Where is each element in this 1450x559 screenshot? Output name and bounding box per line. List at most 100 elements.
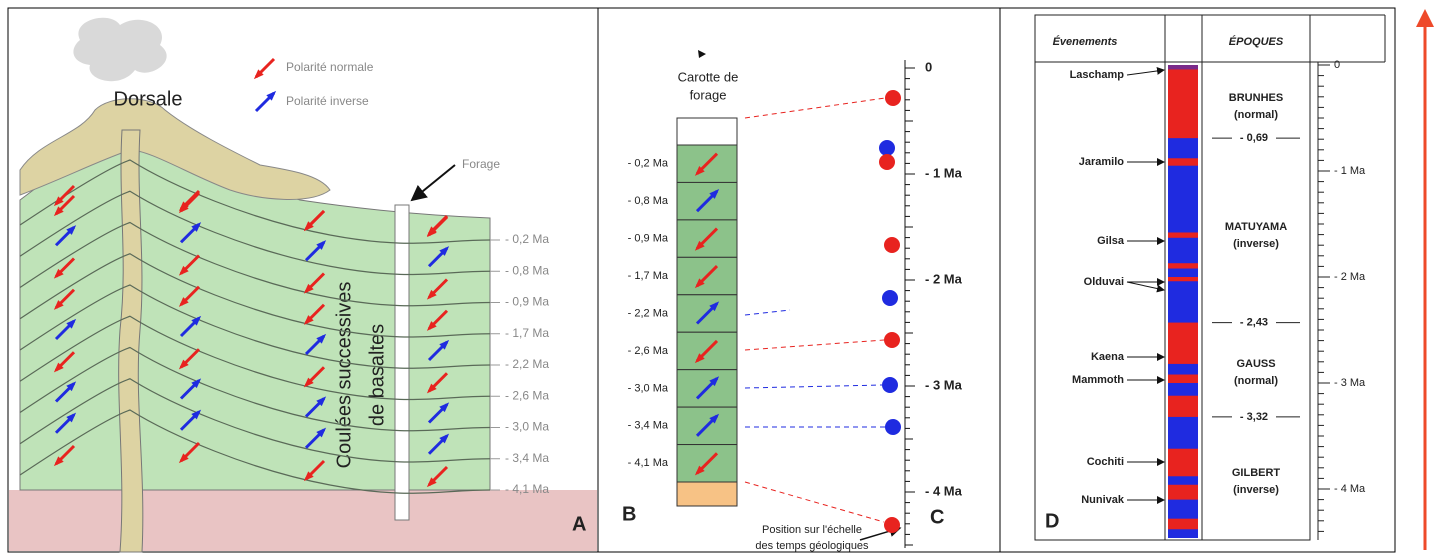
normal-band (1168, 448, 1198, 477)
layer-label: - 2,6 Ma (505, 388, 549, 402)
arrow-head (439, 433, 450, 444)
link-line (744, 97, 886, 119)
layer-label: - 0,8 Ma (505, 263, 549, 277)
arrow-head (709, 376, 720, 387)
arrow-head (66, 381, 77, 392)
column-header: Évenements (1053, 35, 1118, 48)
arrow-head (426, 289, 437, 300)
arrow-head (178, 265, 189, 276)
normal-band (1168, 277, 1198, 282)
layer-line (19, 253, 491, 338)
arrow-head (694, 353, 705, 364)
forage-label: Forage (462, 157, 500, 171)
sample-dot (885, 419, 901, 435)
layer-line (19, 221, 491, 307)
event-label: Mammoth (1072, 374, 1124, 386)
arrow-head (266, 90, 277, 101)
cell-label: - 0,9 Ma (628, 233, 669, 245)
normal-band (1168, 374, 1198, 383)
legend-normal: Polarité normale (286, 60, 374, 74)
arrow-head (426, 477, 437, 488)
sample-dot (882, 377, 898, 393)
cell-label: - 2,6 Ma (628, 345, 669, 357)
event-arrow (1126, 281, 1165, 293)
arrow-head (53, 456, 64, 467)
arrow-head (178, 453, 189, 464)
layer-label: - 1,7 Ma (505, 326, 549, 340)
layer-label: - 2,2 Ma (505, 357, 549, 371)
normal-band (1168, 322, 1198, 364)
scale-label: 0 (925, 59, 932, 74)
arrow-head (253, 69, 264, 80)
epoch-label: (normal) (1234, 109, 1278, 121)
arrow-head (316, 240, 327, 250)
cell-label: - 0,8 Ma (628, 195, 669, 207)
arrow-head (191, 378, 202, 389)
arrow-head (303, 315, 314, 325)
smoke (73, 17, 167, 82)
normal-band (1168, 232, 1198, 238)
arrow-head (316, 427, 327, 438)
arrow-head (191, 409, 202, 420)
caption-line: de basaltes (366, 324, 388, 426)
arrow-head (53, 196, 64, 207)
epoch-label: GAUSS (1236, 358, 1275, 370)
feeder (118, 129, 144, 553)
scale-label: - 3 Ma (925, 377, 963, 392)
arrow-head (439, 246, 450, 256)
arrow-head (303, 283, 314, 294)
arrow-head (439, 402, 450, 413)
cell-label: - 3,0 Ma (628, 382, 669, 394)
epoch-label: (normal) (1234, 375, 1278, 387)
cell-label: - 0,2 Ma (628, 158, 669, 170)
epoch-label: MATUYAMA (1225, 221, 1287, 233)
arrow-head (709, 301, 720, 312)
label-bg (1232, 315, 1276, 330)
arrow-head (53, 268, 64, 279)
scale-label: - 1 Ma (1334, 165, 1366, 177)
layer-line (19, 284, 491, 369)
event-label: Nunivak (1081, 494, 1125, 506)
arrow-head (426, 383, 437, 394)
normal-band (1168, 263, 1198, 269)
arrow-head (426, 321, 437, 331)
cell-label: - 1,7 Ma (628, 270, 669, 282)
arrow-head (178, 201, 189, 212)
sample-dot (882, 290, 898, 306)
arrow-head (53, 206, 64, 217)
layer-label: - 3,0 Ma (505, 420, 549, 434)
layer-line (19, 409, 491, 494)
layer-line (19, 159, 491, 244)
panel-frame (999, 7, 1396, 553)
epoch-label: GILBERT (1232, 467, 1281, 479)
sample-dot (879, 140, 895, 156)
arrow-head (709, 413, 720, 424)
cell-label: - 2,2 Ma (628, 307, 669, 319)
layer-label: - 4,1 Ma (505, 482, 549, 496)
scale-label: - 3 Ma (1334, 377, 1366, 389)
panel-letter: A (572, 513, 586, 535)
arrow-head (694, 278, 705, 289)
boundary-label: - 0,69 (1240, 132, 1268, 144)
column-header: ÉPOQUES (1229, 35, 1284, 48)
arrow-head (178, 297, 189, 307)
arrow-head (66, 412, 77, 423)
arrow-head (66, 225, 77, 235)
sample-dot (884, 237, 900, 253)
link-line (744, 309, 791, 316)
scale-caption: Position sur l'échelle (762, 524, 862, 536)
label-bg (1232, 409, 1276, 424)
dorsale-label: Dorsale (114, 88, 183, 110)
normal-band (1168, 484, 1198, 500)
arrow-head (439, 339, 450, 350)
forage-arrow (410, 164, 456, 202)
event-label: Jaramilo (1079, 156, 1125, 168)
arrow-head (316, 396, 327, 407)
panel-letter: D (1045, 510, 1059, 532)
normal-band (1168, 518, 1198, 530)
legend-inverse: Polarité inverse (286, 94, 369, 108)
panel-a: Forage Dorsale Polarité normale Polarité… (7, 7, 599, 553)
borehole (394, 204, 410, 521)
